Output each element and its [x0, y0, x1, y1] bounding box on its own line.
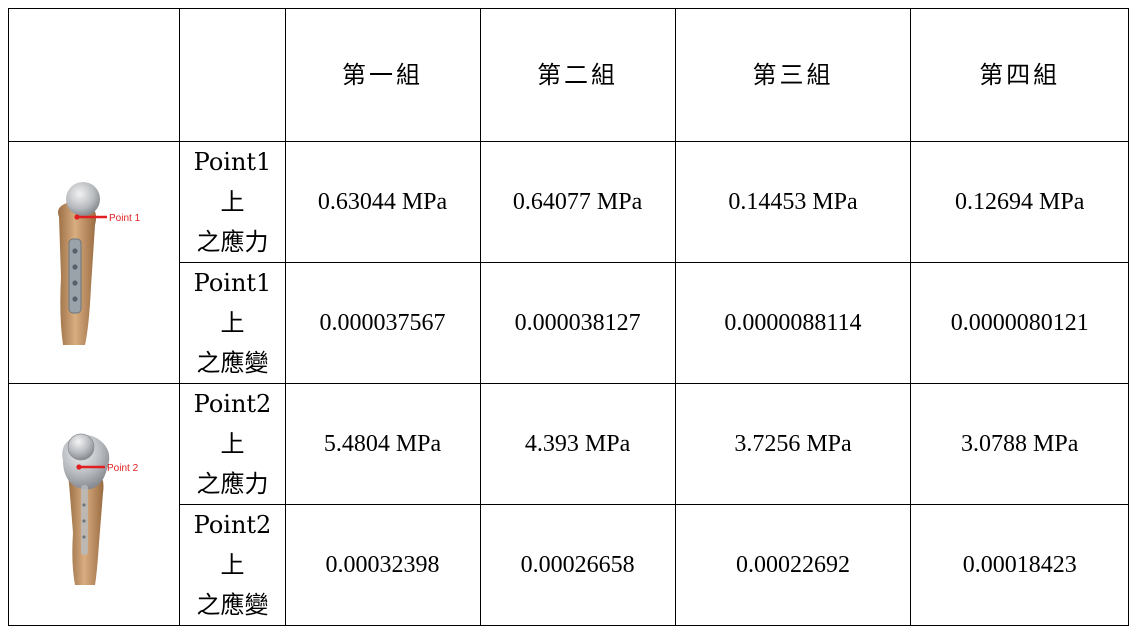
femur-implant-point2-image: Point 2	[62, 433, 139, 585]
value-cell: 0.00018423	[910, 504, 1129, 626]
point1-image-cell: Point 1	[7, 141, 181, 384]
value-cell: 0.64077 MPa	[479, 141, 676, 263]
group-4-header: 第四組	[910, 8, 1129, 142]
value-cell: 0.00026658	[479, 504, 676, 626]
value-cell: 3.7256 MPa	[674, 383, 912, 505]
value-cell: 0.12694 MPa	[910, 141, 1129, 263]
femur-implant-point1-image: Point 1	[58, 181, 141, 345]
value-cell: 0.0000080121	[910, 262, 1129, 384]
row-label-line2: 之應力	[196, 470, 269, 498]
row-label-line2: 之應變	[196, 591, 269, 619]
row-label-line1: Point2 上	[193, 390, 272, 458]
point2-annotation: Point 2	[107, 463, 139, 474]
row-label: Point1 上 之應力	[179, 141, 286, 263]
row-label: Point2 上 之應力	[179, 383, 286, 505]
table-row: Point 2 Point2 上 之應力 5.4804 MPa 4.393 MP…	[7, 383, 1129, 626]
value-cell: 0.63044 MPa	[284, 141, 481, 263]
results-table: 第一組 第二組 第三組 第四組	[7, 8, 1129, 626]
point1-annotation: Point 1	[109, 213, 141, 224]
row-label-line2: 之應變	[196, 349, 269, 377]
row-label: Point1 上 之應變	[179, 262, 286, 384]
row-label-line1: Point1 上	[193, 148, 272, 216]
point2-image-cell: Point 2	[7, 383, 181, 626]
header-row: 第一組 第二組 第三組 第四組	[7, 8, 1129, 142]
value-cell: 0.000038127	[479, 262, 676, 384]
value-cell: 0.00022692	[674, 504, 912, 626]
row-label: Point2 上 之應變	[179, 504, 286, 626]
row-label-line1: Point2 上	[193, 511, 272, 579]
value-cell: 0.000037567	[284, 262, 481, 384]
value-cell: 5.4804 MPa	[284, 383, 481, 505]
value-cell: 0.14453 MPa	[674, 141, 912, 263]
group-1-header: 第一組	[284, 8, 481, 142]
value-cell: 0.00032398	[284, 504, 481, 626]
row-label-line2: 之應力	[196, 228, 269, 256]
empty-header-cell	[7, 8, 181, 142]
value-cell: 4.393 MPa	[479, 383, 676, 505]
empty-header-cell	[179, 8, 286, 142]
table-row: Point 1 Point1 上 之應力 0.63044 MPa 0.64077…	[7, 141, 1129, 384]
group-3-header: 第三組	[674, 8, 912, 142]
group-2-header: 第二組	[479, 8, 676, 142]
value-cell: 3.0788 MPa	[910, 383, 1129, 505]
table-row: Point1 上 之應變 0.000037567 0.000038127 0.0…	[9, 262, 1129, 384]
value-cell: 0.0000088114	[674, 262, 912, 384]
row-label-line1: Point1 上	[193, 269, 272, 337]
